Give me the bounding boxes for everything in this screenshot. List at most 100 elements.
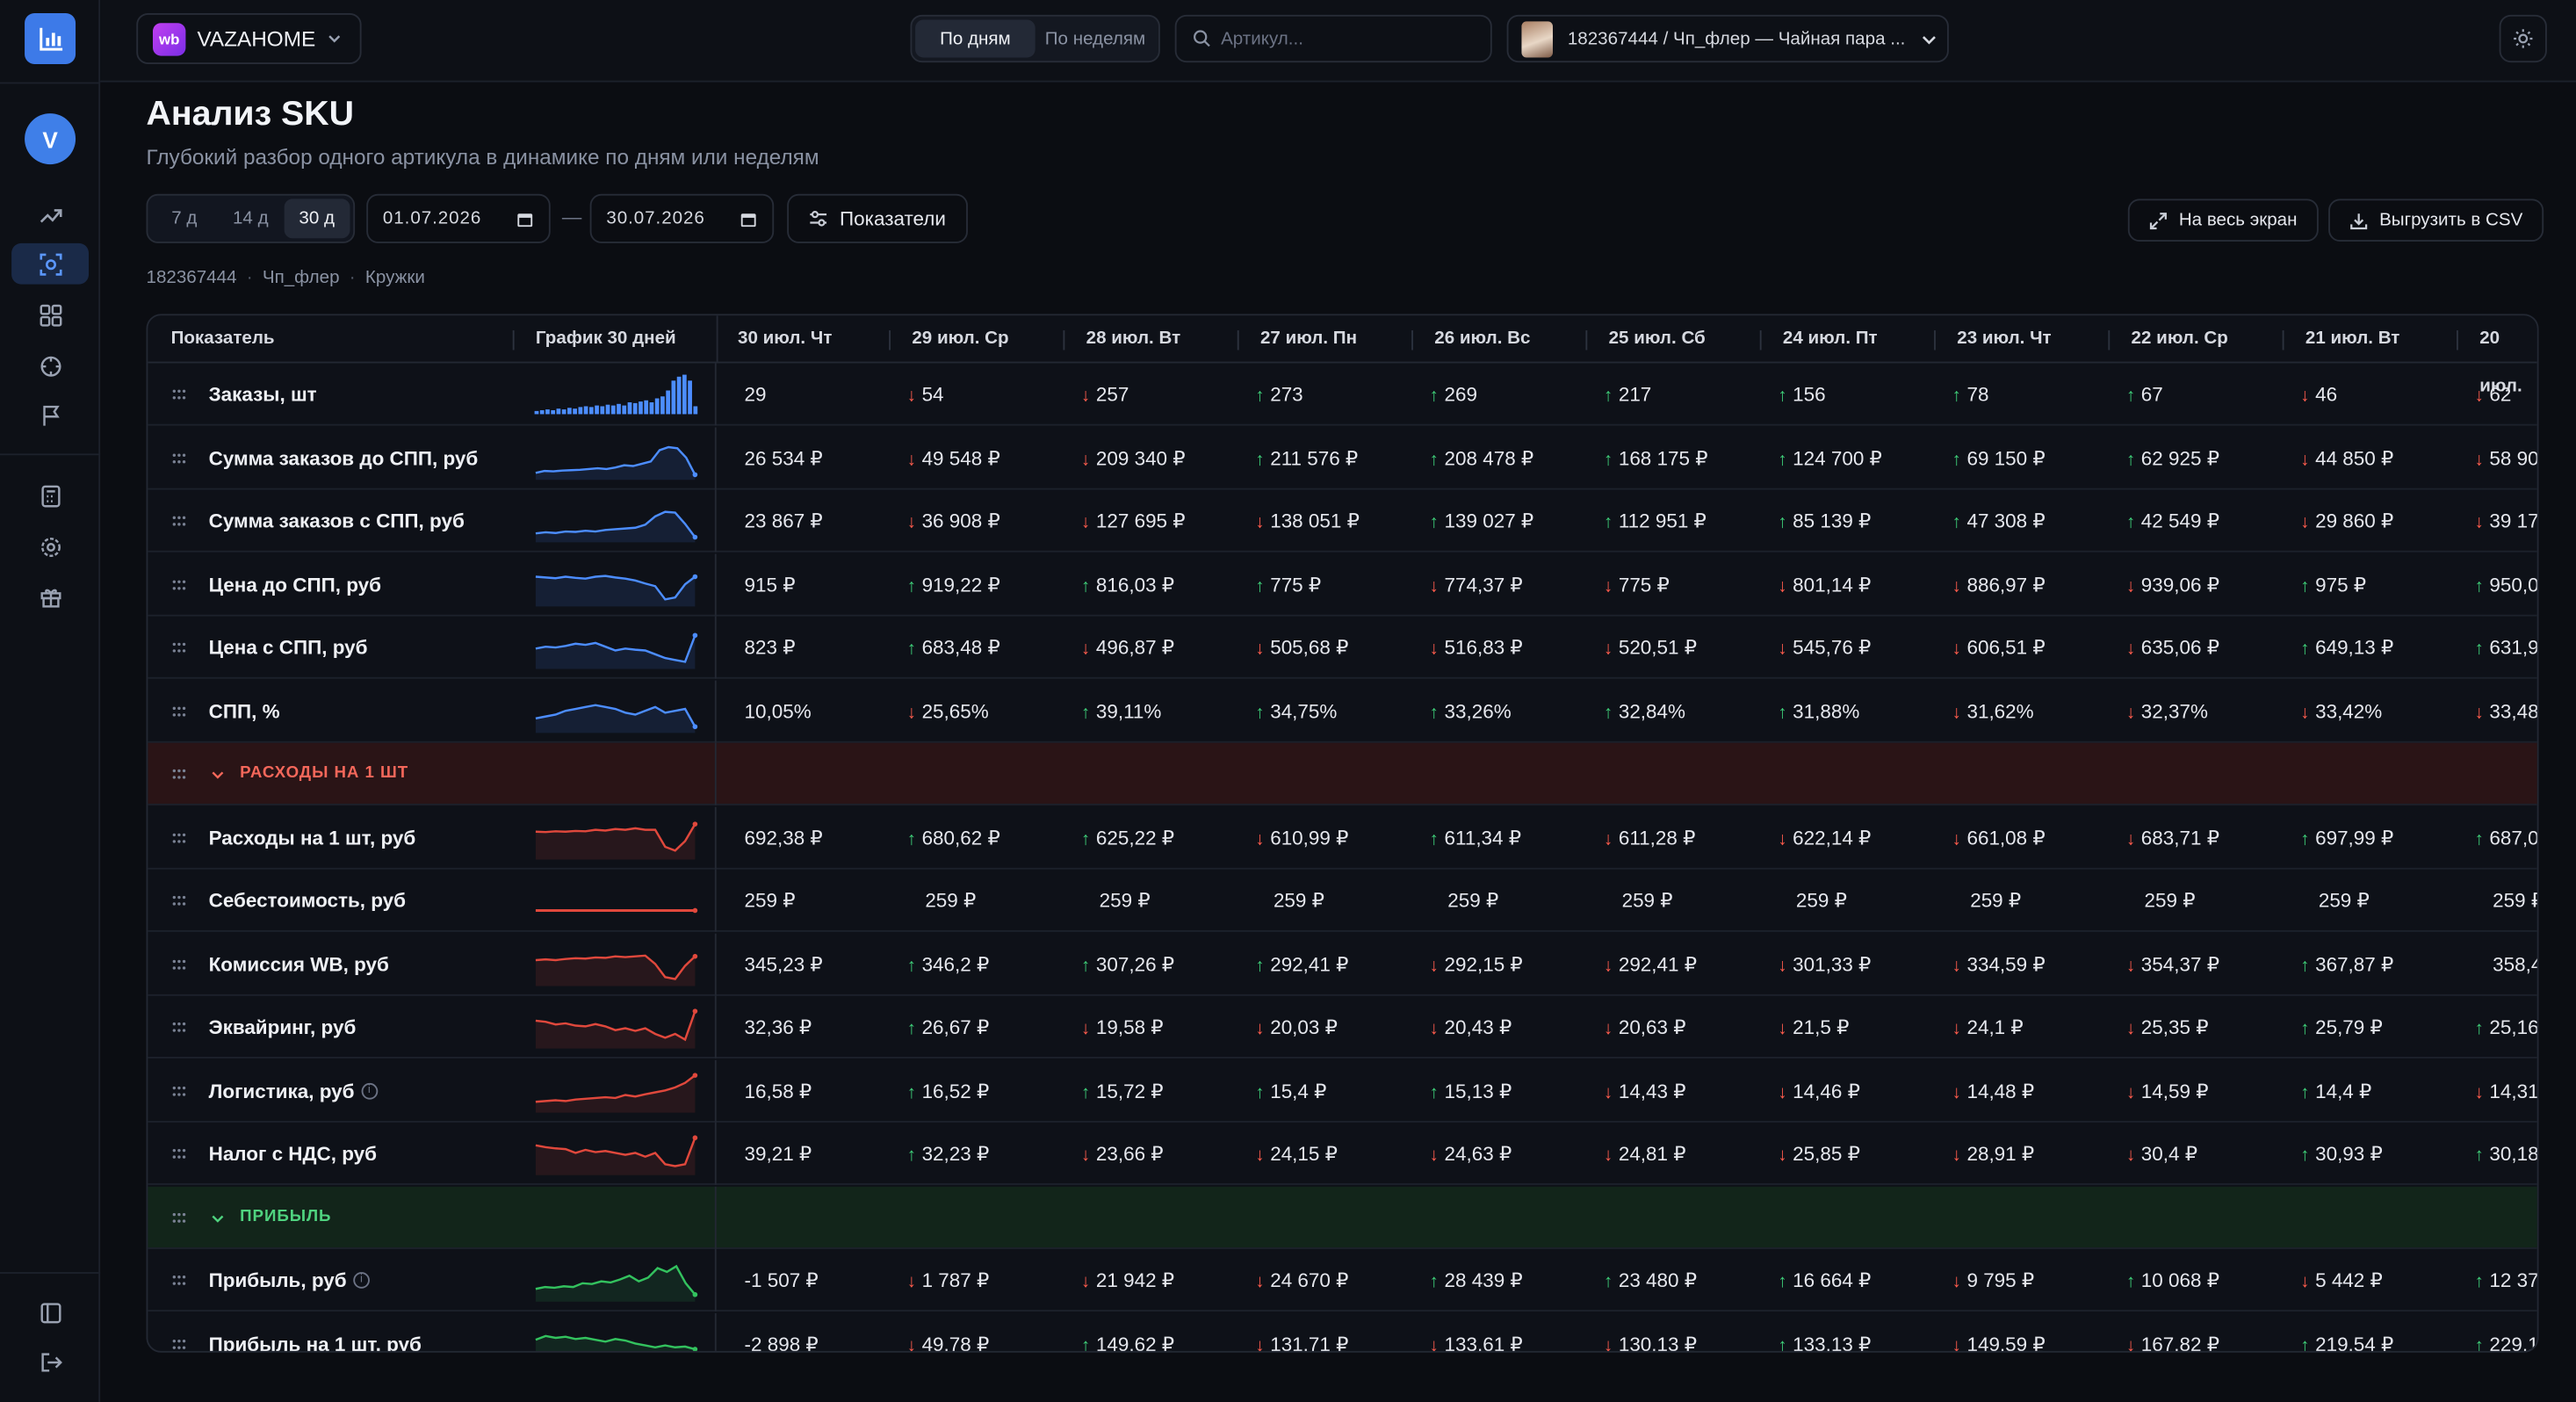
table-cell: ↓ 33,42% — [2300, 680, 2382, 742]
date-to-input[interactable]: 30.07.2026 — [589, 193, 775, 243]
table-cell: ↓ 49 548 ₽ — [907, 426, 1000, 488]
chevron-down-icon[interactable] — [210, 768, 225, 783]
col-date-header[interactable]: 23 июл. Чт — [1957, 329, 2052, 349]
table-cell: ↓ 20,63 ₽ — [1604, 996, 1686, 1059]
drag-handle-icon[interactable] — [172, 958, 189, 969]
cell-value: 697,99 ₽ — [2315, 826, 2394, 849]
drag-handle-icon[interactable] — [172, 452, 189, 463]
col-date-header[interactable]: 29 июл. Ср — [912, 329, 1009, 349]
drag-handle-icon[interactable] — [172, 769, 189, 779]
col-date-header[interactable]: 20 июл. — [2479, 329, 2522, 396]
date-from-input[interactable]: 01.07.2026 — [366, 193, 551, 243]
table-cell: ↓ 138 051 ₽ — [1255, 490, 1360, 553]
col-date-header[interactable]: 25 июл. Сб — [1608, 329, 1706, 349]
fullscreen-button[interactable]: На весь экран — [2127, 199, 2319, 242]
table-cell: ↑ 10 068 ₽ — [2126, 1249, 2219, 1312]
table-row: Налог с НДС, руб 39,21 ₽ ↑ 32,23 ₽ ↓ 23,66 ₽ ↓… — [148, 1122, 2537, 1185]
table-cell: ↓ 611,28 ₽ — [1604, 806, 1695, 869]
col-date-header[interactable]: 28 июл. Вт — [1086, 329, 1181, 349]
drag-handle-icon[interactable] — [172, 1276, 189, 1285]
arrow-up-icon: ↑ — [2125, 1272, 2136, 1292]
theme-toggle-sun-icon[interactable] — [2499, 14, 2547, 63]
col-date-header[interactable]: 27 июл. Пн — [1259, 329, 1358, 349]
user-avatar[interactable]: V — [25, 113, 76, 165]
nav-target-icon[interactable] — [11, 345, 89, 387]
drag-handle-icon[interactable] — [172, 705, 189, 716]
view-by-weeks-tab[interactable]: По неделям — [1044, 28, 1146, 49]
group-row-profit[interactable]: ПРИБЫЛЬ — [148, 1185, 2537, 1248]
drag-handle-icon[interactable] — [172, 895, 189, 906]
arrow-up-icon: ↑ — [1603, 1272, 1613, 1292]
cell-value: 9 795 ₽ — [1966, 1268, 2035, 1292]
cell-value: 610,99 ₽ — [1270, 826, 1349, 849]
col-date-header[interactable]: 26 июл. Вс — [1434, 329, 1531, 349]
collapse-sidebar-icon[interactable] — [11, 1292, 89, 1333]
range-toggle: 7 д 14 д 30 д — [146, 193, 356, 243]
drag-handle-icon[interactable] — [172, 1148, 189, 1159]
arrow-up-icon: ↑ — [2474, 639, 2484, 660]
group-row-expense[interactable]: РАСХОДЫ НА 1 ШТ — [148, 742, 2537, 806]
range-14d[interactable]: 14 д — [232, 208, 269, 229]
table-cell: 10,05% — [745, 680, 812, 742]
sku-metrics-table: Показатель График 30 дней 30 июл. Чт 29 и… — [146, 314, 2539, 1353]
chevron-down-icon[interactable] — [210, 1210, 225, 1225]
info-icon[interactable]: i — [353, 1272, 370, 1289]
sparkline-chart — [535, 1072, 698, 1112]
nav-gift-icon[interactable] — [11, 575, 89, 617]
drag-handle-icon[interactable] — [172, 832, 189, 842]
metric-label: Цена с СПП, руб — [208, 636, 368, 660]
table-cell: ↑ 112 951 ₽ — [1604, 490, 1707, 553]
table-row: Расходы на 1 шт, руб 692,38 ₽ ↑ 680,62 ₽ ↑ 62… — [148, 806, 2537, 869]
drag-handle-icon[interactable] — [172, 642, 189, 653]
col-indicator-header[interactable]: Показатель — [170, 329, 275, 349]
nav-settings-gear-icon[interactable] — [11, 526, 89, 567]
table-cell: ↑ 124 700 ₽ — [1778, 426, 1882, 488]
range-7d[interactable]: 7 д — [171, 208, 198, 229]
app-logo-icon[interactable] — [25, 12, 76, 64]
cell-value: 49,78 ₽ — [921, 1332, 990, 1353]
wb-badge-icon: wb — [152, 22, 186, 55]
drag-handle-icon[interactable] — [172, 1085, 189, 1095]
table-cell: ↑ 816,03 ₽ — [1081, 553, 1174, 616]
drag-handle-icon[interactable] — [172, 389, 189, 400]
cell-value: 69 150 ₽ — [1966, 445, 2046, 470]
breadcrumb-sku: 182367444 — [146, 267, 237, 288]
product-selector[interactable]: 182367444 / Чп_флер — Чайная пара ... — [1506, 14, 1949, 63]
nav-flag-icon[interactable] — [11, 394, 89, 436]
view-by-days-tab[interactable]: По дням — [915, 19, 1035, 58]
drag-handle-icon[interactable] — [172, 1211, 189, 1222]
cell-value: 31,88% — [1793, 699, 1860, 723]
nav-trends-icon[interactable] — [11, 194, 89, 235]
metrics-button[interactable]: Показатели — [787, 193, 968, 243]
col-date-header[interactable]: 24 июл. Пт — [1782, 329, 1878, 349]
col-date-header[interactable]: 30 июл. Чт — [738, 329, 833, 349]
breadcrumb-brand: Чп_флер — [262, 267, 340, 288]
range-30d[interactable]: 30 д — [284, 199, 350, 239]
cell-value: 14,43 ₽ — [1618, 1079, 1686, 1102]
drag-handle-icon[interactable] — [172, 516, 189, 526]
arrow-down-icon: ↓ — [2125, 1081, 2136, 1102]
nav-sku-analysis-icon[interactable] — [11, 242, 90, 285]
drag-handle-icon[interactable] — [172, 1022, 189, 1032]
logout-icon[interactable] — [11, 1341, 89, 1383]
article-search-input[interactable]: Артикул... — [1174, 14, 1492, 63]
table-cell: ↑ 683,48 ₽ — [907, 617, 1000, 679]
metric-label: Эквайринг, руб — [208, 1015, 357, 1039]
export-csv-button[interactable]: Выгрузить в CSV — [2328, 199, 2544, 242]
cell-value: 10,05% — [744, 699, 812, 723]
table-cell: ↓ 14,59 ₽ — [2126, 1059, 2209, 1122]
nav-calculator-icon[interactable] — [11, 475, 89, 517]
col-date-header[interactable]: 21 июл. Вт — [2305, 329, 2400, 349]
cell-value: 149,59 ₽ — [1966, 1332, 2046, 1353]
table-row: Цена до СПП, руб 915 ₽ ↑ 919,22 ₽ ↑ 816,03 ₽ ↑… — [148, 553, 2537, 616]
shop-selector[interactable]: wb VAZAHOME — [136, 12, 362, 64]
info-icon[interactable]: i — [360, 1081, 378, 1099]
col-date-header[interactable]: 22 июл. Ср — [2131, 329, 2228, 349]
table-cell: ↓ 33,48 — [2475, 680, 2537, 742]
table-cell: ↓ 58 90 — [2475, 426, 2537, 488]
arrow-down-icon: ↓ — [1952, 1081, 1961, 1102]
drag-handle-icon[interactable] — [172, 579, 189, 589]
table-cell: ↓ 20,43 ₽ — [1430, 996, 1512, 1059]
drag-handle-icon[interactable] — [172, 1339, 189, 1348]
nav-grid-icon[interactable] — [11, 294, 89, 336]
